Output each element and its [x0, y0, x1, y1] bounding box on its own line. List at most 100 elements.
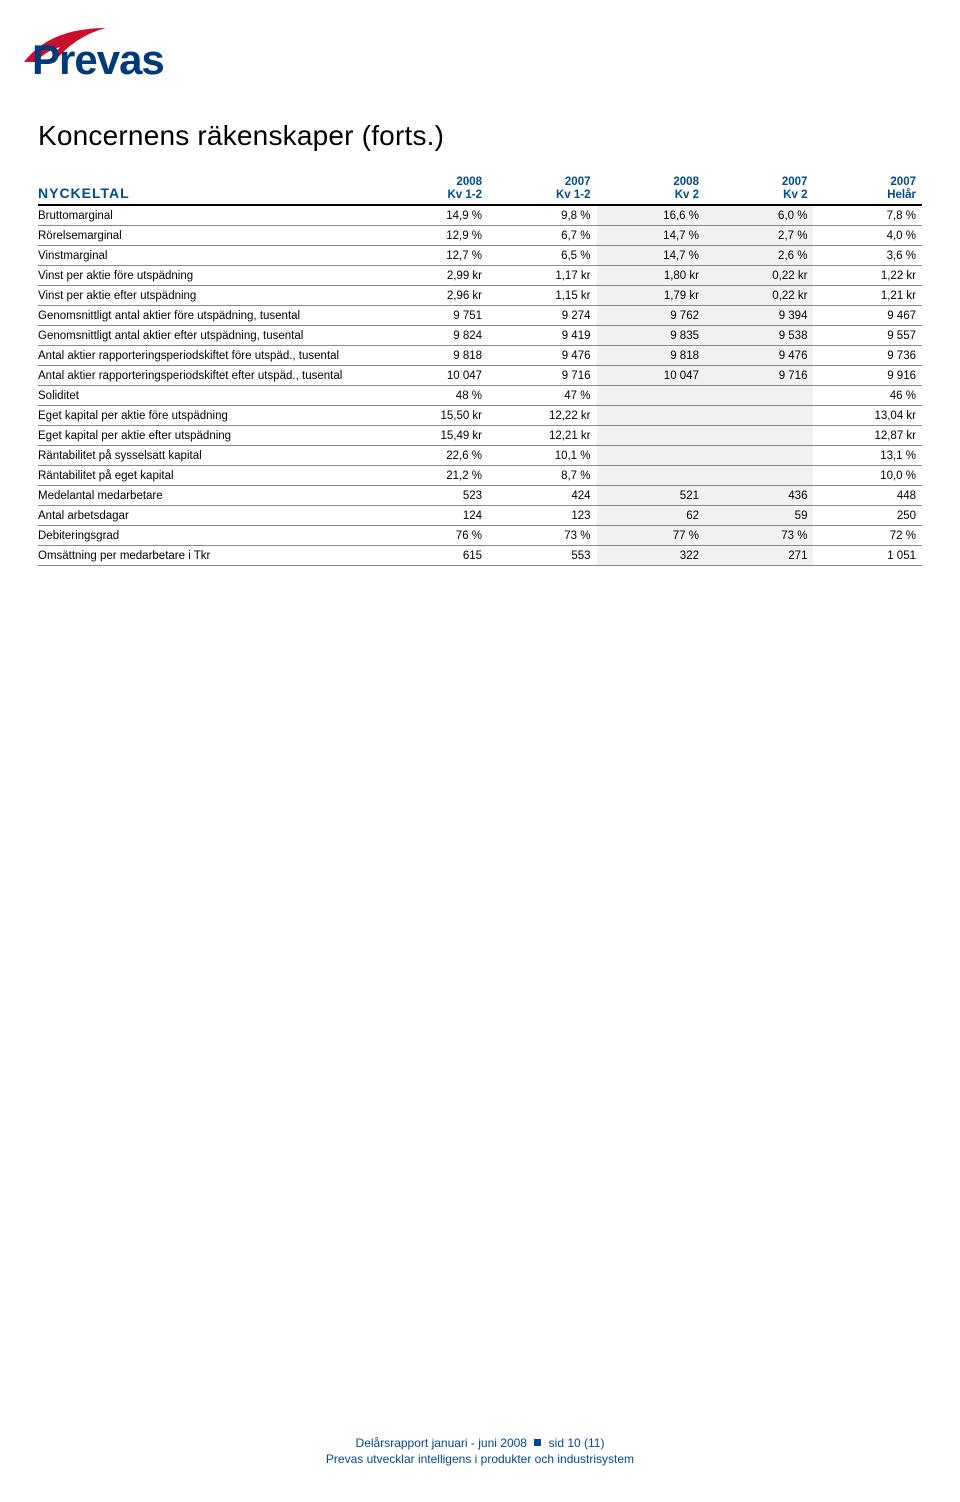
row-value: 9 476	[705, 346, 813, 366]
row-value: 1,15 kr	[488, 286, 596, 306]
page-title: Koncernens räkenskaper (forts.)	[38, 120, 444, 152]
row-value: 9 818	[380, 346, 488, 366]
row-value	[705, 466, 813, 486]
row-value: 14,7 %	[597, 246, 705, 266]
row-value: 9 467	[813, 306, 922, 326]
row-value: 2,96 kr	[380, 286, 488, 306]
row-value: 16,6 %	[597, 205, 705, 226]
row-label: Genomsnittligt antal aktier efter utspäd…	[38, 326, 380, 346]
svg-text:Prevas: Prevas	[32, 36, 164, 83]
row-label: Vinst per aktie efter utspädning	[38, 286, 380, 306]
row-value: 523	[380, 486, 488, 506]
row-value: 271	[705, 546, 813, 566]
table-row: Vinstmarginal12,7 %6,5 %14,7 %2,6 %3,6 %	[38, 246, 922, 266]
row-value	[597, 466, 705, 486]
row-value: 9 736	[813, 346, 922, 366]
row-value: 9 419	[488, 326, 596, 346]
row-value: 9 716	[705, 366, 813, 386]
footer-report-title: Delårsrapport januari - juni 2008	[356, 1436, 527, 1450]
row-value: 13,04 kr	[813, 406, 922, 426]
row-value: 1,17 kr	[488, 266, 596, 286]
table-row: Genomsnittligt antal aktier efter utspäd…	[38, 326, 922, 346]
row-value: 123	[488, 506, 596, 526]
row-value	[597, 406, 705, 426]
table-row: Antal aktier rapporteringsperiodskiftet …	[38, 366, 922, 386]
row-label: Eget kapital per aktie före utspädning	[38, 406, 380, 426]
brand-logo: Prevas	[20, 22, 260, 89]
row-value: 6,7 %	[488, 226, 596, 246]
row-value: 21,2 %	[380, 466, 488, 486]
row-value: 9 394	[705, 306, 813, 326]
table-row: Soliditet48 %47 %46 %	[38, 386, 922, 406]
row-value: 1,21 kr	[813, 286, 922, 306]
page-footer: Delårsrapport januari - juni 2008 sid 10…	[0, 1436, 960, 1466]
row-label: Antal aktier rapporteringsperiodskiftet …	[38, 346, 380, 366]
row-value: 76 %	[380, 526, 488, 546]
row-label: Omsättning per medarbetare i Tkr	[38, 546, 380, 566]
row-value: 1 051	[813, 546, 922, 566]
row-value	[705, 386, 813, 406]
table-row: Medelantal medarbetare523424521436448	[38, 486, 922, 506]
row-value: 12,21 kr	[488, 426, 596, 446]
row-label: Antal arbetsdagar	[38, 506, 380, 526]
table-row: Omsättning per medarbetare i Tkr61555332…	[38, 546, 922, 566]
row-value: 2,7 %	[705, 226, 813, 246]
row-value: 1,22 kr	[813, 266, 922, 286]
col-header: 2008Kv 1-2	[380, 172, 488, 205]
table-row: Vinst per aktie före utspädning2,99 kr1,…	[38, 266, 922, 286]
row-value: 15,49 kr	[380, 426, 488, 446]
row-label: Räntabilitet på sysselsatt kapital	[38, 446, 380, 466]
table-row: Genomsnittligt antal aktier före utspädn…	[38, 306, 922, 326]
row-value	[597, 426, 705, 446]
row-value: 12,9 %	[380, 226, 488, 246]
table-heading: NYCKELTAL	[38, 172, 380, 205]
row-value: 9 818	[597, 346, 705, 366]
row-value: 10 047	[597, 366, 705, 386]
row-value: 10,1 %	[488, 446, 596, 466]
row-value: 8,7 %	[488, 466, 596, 486]
row-label: Bruttomarginal	[38, 205, 380, 226]
footer-page-number: sid 10 (11)	[549, 1436, 605, 1450]
row-value: 1,79 kr	[597, 286, 705, 306]
col-header: 2007Kv 1-2	[488, 172, 596, 205]
row-value	[705, 426, 813, 446]
table-row: Debiteringsgrad76 %73 %77 %73 %72 %	[38, 526, 922, 546]
row-label: Antal aktier rapporteringsperiodskiftet …	[38, 366, 380, 386]
row-value: 10,0 %	[813, 466, 922, 486]
table-row: Eget kapital per aktie före utspädning15…	[38, 406, 922, 426]
table-row: Räntabilitet på eget kapital21,2 %8,7 % 1…	[38, 466, 922, 486]
row-value: 14,9 %	[380, 205, 488, 226]
row-value: 13,1 %	[813, 446, 922, 466]
row-label: Räntabilitet på eget kapital	[38, 466, 380, 486]
row-value: 62	[597, 506, 705, 526]
col-header: 2008Kv 2	[597, 172, 705, 205]
row-value: 72 %	[813, 526, 922, 546]
row-value: 9 716	[488, 366, 596, 386]
row-value: 12,87 kr	[813, 426, 922, 446]
row-value: 9 762	[597, 306, 705, 326]
table-row: Rörelsemarginal12,9 %6,7 %14,7 %2,7 %4,0…	[38, 226, 922, 246]
col-header: 2007Kv 2	[705, 172, 813, 205]
row-value: 250	[813, 506, 922, 526]
row-value: 59	[705, 506, 813, 526]
row-value: 10 047	[380, 366, 488, 386]
table-row: Bruttomarginal14,9 %9,8 %16,6 %6,0 %7,8 …	[38, 205, 922, 226]
row-value: 14,7 %	[597, 226, 705, 246]
row-value: 4,0 %	[813, 226, 922, 246]
row-value: 9 916	[813, 366, 922, 386]
row-value: 77 %	[597, 526, 705, 546]
row-label: Debiteringsgrad	[38, 526, 380, 546]
row-value: 47 %	[488, 386, 596, 406]
row-value: 12,22 kr	[488, 406, 596, 426]
row-value	[705, 446, 813, 466]
row-label: Soliditet	[38, 386, 380, 406]
row-value: 9,8 %	[488, 205, 596, 226]
row-value: 0,22 kr	[705, 266, 813, 286]
row-value: 6,5 %	[488, 246, 596, 266]
nyckeltal-table: NYCKELTAL 2008Kv 1-2 2007Kv 1-2 2008Kv 2…	[38, 172, 922, 566]
row-value: 9 751	[380, 306, 488, 326]
row-value: 521	[597, 486, 705, 506]
row-value: 9 538	[705, 326, 813, 346]
row-label: Rörelsemarginal	[38, 226, 380, 246]
row-value: 9 835	[597, 326, 705, 346]
